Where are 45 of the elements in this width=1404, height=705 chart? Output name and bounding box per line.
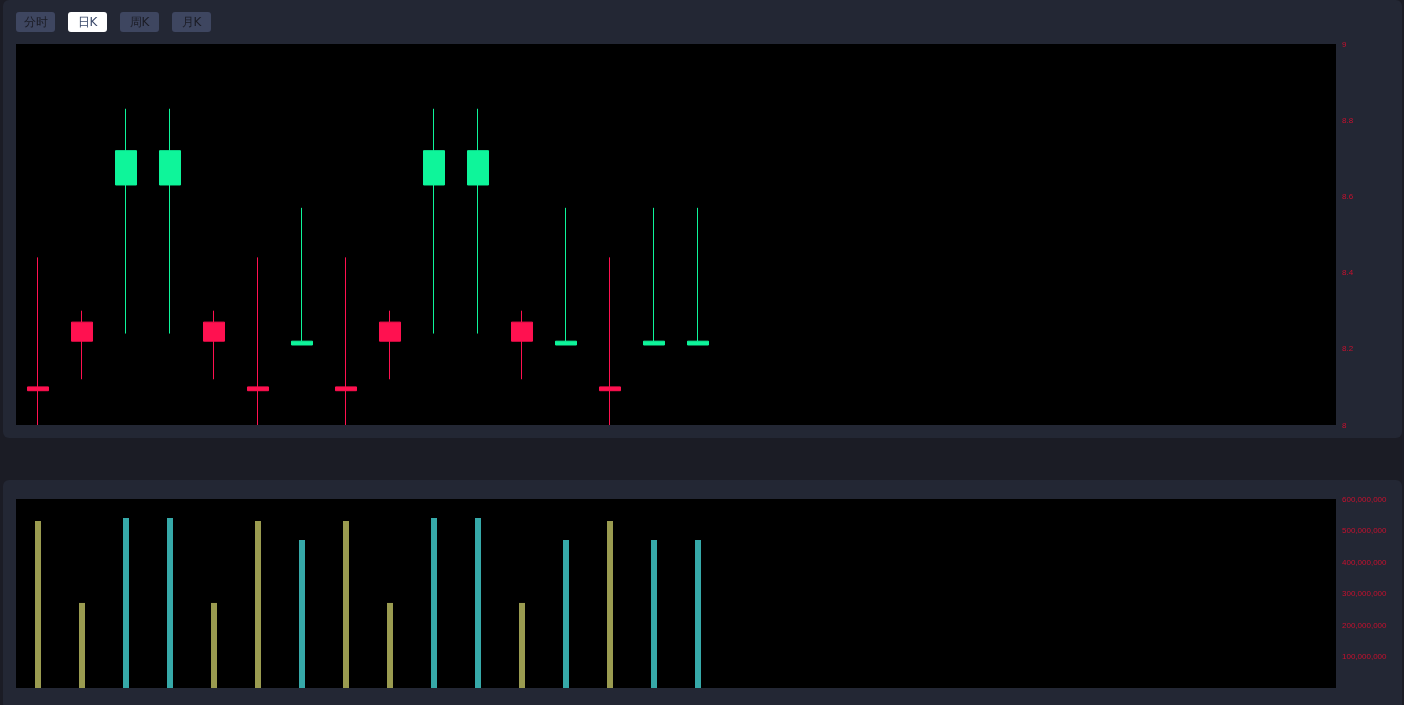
bar <box>563 539 569 688</box>
y-tick-label: 600,000,000 <box>1342 494 1388 504</box>
y-tick-label: 8.4 <box>1342 268 1354 278</box>
bar <box>651 539 657 688</box>
candlestick <box>335 256 357 426</box>
bar <box>35 521 41 688</box>
y-tick-label: 9 <box>1342 39 1347 49</box>
text: 日K <box>68 12 107 32</box>
candlestick <box>599 256 621 426</box>
candlestick <box>27 256 49 426</box>
y-tick-label: 500,000,000 <box>1342 526 1388 535</box>
candlestick <box>71 310 93 380</box>
bar <box>475 517 481 688</box>
bar <box>79 602 85 688</box>
bar <box>211 602 217 688</box>
candlestick <box>291 207 313 346</box>
candlestick <box>423 108 445 335</box>
bar <box>343 521 349 688</box>
bar <box>299 539 305 688</box>
candlestick <box>247 256 269 426</box>
y-tick-label: 400,000,000 <box>1342 557 1388 567</box>
candlestick <box>115 108 137 335</box>
candlestick <box>379 310 401 380</box>
bar <box>167 517 173 688</box>
candlestick <box>687 207 709 346</box>
bar <box>431 517 437 688</box>
y-tick-label: 300,000,000 <box>1342 589 1388 598</box>
bar <box>255 521 261 688</box>
bar <box>607 521 613 688</box>
y-tick-label: 200,000,000 <box>1342 620 1388 630</box>
candlestick <box>555 207 577 346</box>
bar <box>695 539 701 688</box>
candlestick <box>643 207 665 346</box>
bar <box>519 602 525 688</box>
y-tick-label: 8.6 <box>1342 191 1354 201</box>
y-tick-label: 8 <box>1342 420 1347 430</box>
bar <box>387 602 393 688</box>
candlestick <box>467 108 489 335</box>
y-tick-label: 8.2 <box>1342 344 1354 354</box>
y-tick-label: 100,000,000 <box>1342 652 1388 661</box>
y-tick-label: 8.8 <box>1342 115 1354 125</box>
bar <box>123 517 129 688</box>
candlestick <box>159 108 181 335</box>
candlestick <box>511 310 533 380</box>
candlestick <box>203 310 225 380</box>
